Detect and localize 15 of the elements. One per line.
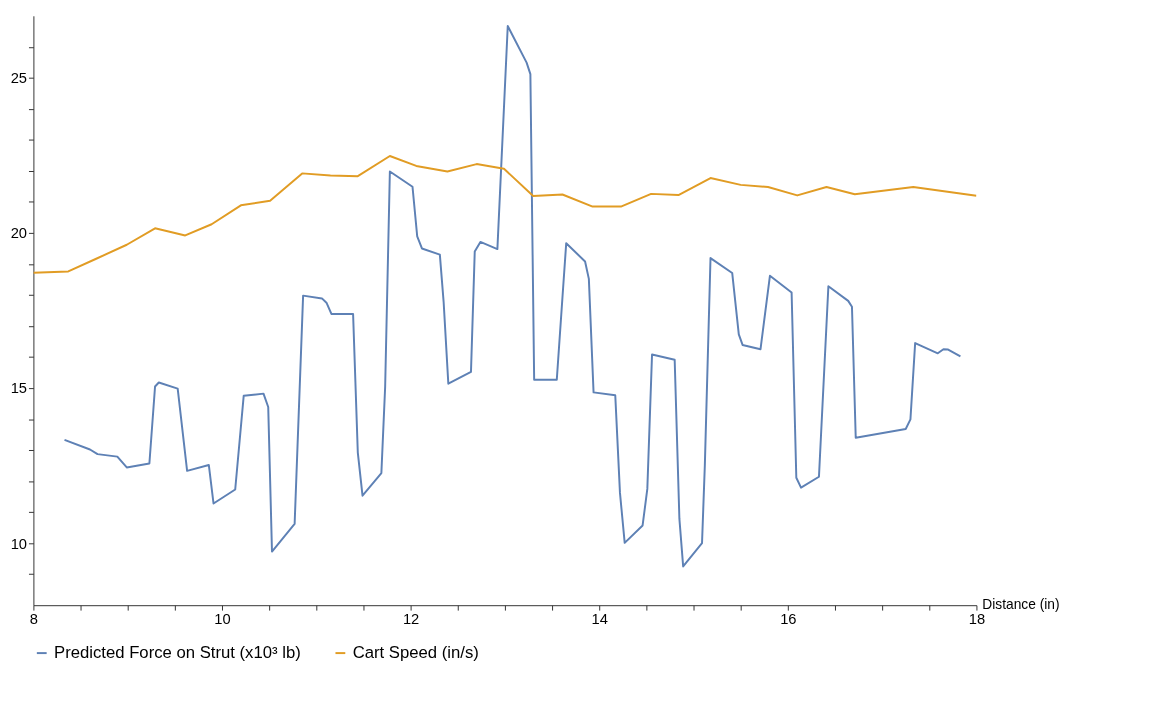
x-axis-title: Distance (in) bbox=[982, 597, 1060, 613]
legend-label: Predicted Force on Strut (x10³ lb) bbox=[54, 643, 301, 663]
x-tick-label: 16 bbox=[780, 611, 797, 628]
y-tick-label: 20 bbox=[10, 225, 28, 242]
x-tick-label: 14 bbox=[591, 611, 608, 628]
y-tick-label: 25 bbox=[10, 70, 28, 87]
y-tick-label: 15 bbox=[10, 380, 28, 397]
x-tick-label: 18 bbox=[968, 611, 986, 628]
x-tick-label: 8 bbox=[29, 611, 38, 628]
y-tick-label: 10 bbox=[10, 535, 28, 552]
x-tick-label: 12 bbox=[402, 611, 420, 628]
legend-label: Cart Speed (in/s) bbox=[352, 643, 479, 663]
line-series bbox=[33, 155, 977, 274]
x-tick-label: 10 bbox=[214, 611, 231, 628]
line-series bbox=[63, 25, 962, 568]
